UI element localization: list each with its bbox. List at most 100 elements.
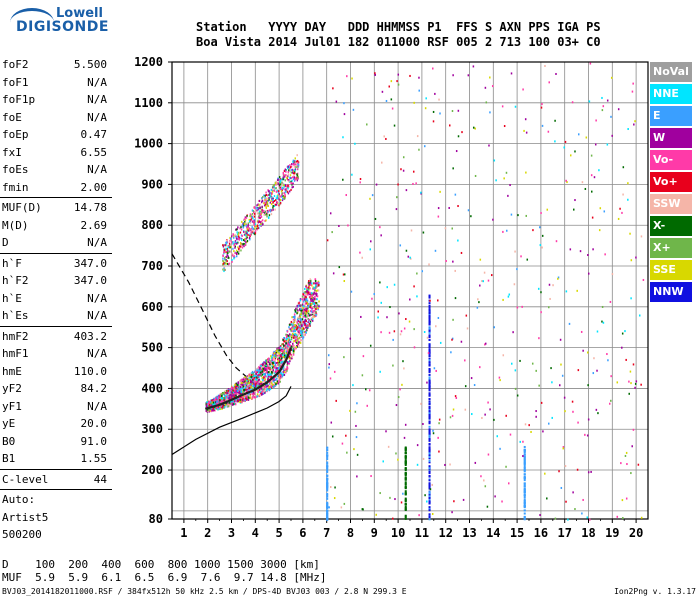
noise-point <box>400 168 402 171</box>
echo-point <box>268 385 271 388</box>
interference-point <box>428 455 431 458</box>
interference-point <box>523 453 526 456</box>
echo-point <box>251 370 254 373</box>
noise-point <box>508 482 510 485</box>
echo-point <box>294 309 296 312</box>
noise-point <box>377 310 379 313</box>
noise-point <box>437 215 440 218</box>
echo-point <box>310 310 313 313</box>
echo-point <box>285 344 288 347</box>
echo-point-second-hop <box>240 226 242 229</box>
echo-point <box>226 398 228 401</box>
echo-point <box>303 331 306 334</box>
echo-point-second-hop <box>289 167 291 170</box>
echo-point-second-hop <box>249 235 251 238</box>
echo-point <box>314 279 317 282</box>
interference-point <box>428 389 431 392</box>
noise-point <box>601 96 603 99</box>
echo-point <box>278 375 280 378</box>
echo-point <box>274 359 276 362</box>
noise-point <box>437 316 440 319</box>
echo-point-second-hop <box>225 244 227 247</box>
echo-point <box>278 379 280 382</box>
echo-point-second-hop <box>261 219 264 222</box>
x-tick-label: 10 <box>391 526 405 540</box>
param-value: 91.0 <box>80 434 108 448</box>
interference-point <box>428 331 431 334</box>
echo-point-second-hop <box>265 206 268 209</box>
echo-point-second-hop <box>226 247 229 250</box>
noise-point <box>439 190 441 193</box>
echo-point <box>277 358 279 361</box>
echo-point-second-hop <box>291 179 293 182</box>
noise-point <box>420 402 422 405</box>
echo-point <box>282 354 284 357</box>
echo-point <box>227 389 230 392</box>
echo-point-second-hop <box>275 197 278 200</box>
echo-point-second-hop <box>266 201 269 204</box>
noise-point <box>438 450 440 453</box>
echo-point <box>241 380 244 383</box>
noise-point <box>373 293 375 296</box>
interference-point <box>428 403 431 406</box>
echo-point-second-hop <box>259 224 261 227</box>
noise-point <box>630 472 632 475</box>
echo-point-second-hop <box>254 232 257 235</box>
echo-point <box>308 283 310 286</box>
echo-point-second-hop <box>258 212 260 215</box>
echo-point <box>216 402 218 405</box>
noise-point <box>493 418 495 421</box>
echo-point <box>270 363 272 366</box>
echo-point <box>210 410 213 413</box>
echo-point-second-hop <box>245 216 248 219</box>
echo-point <box>271 371 273 374</box>
noise-point <box>498 376 501 379</box>
noise-point <box>328 354 330 357</box>
echo-point-second-hop <box>266 194 269 197</box>
noise-point <box>405 249 408 252</box>
echo-point <box>292 353 295 356</box>
echo-point <box>275 370 277 373</box>
echo-point-second-hop <box>245 223 247 226</box>
noise-point <box>354 410 357 413</box>
echo-point <box>244 379 247 382</box>
noise-point <box>509 184 511 187</box>
param-value: N/A <box>87 236 107 249</box>
echo-point <box>316 295 319 298</box>
interference-point <box>428 446 431 449</box>
echo-point <box>232 391 235 394</box>
echo-point <box>231 386 233 389</box>
noise-point <box>380 234 382 237</box>
param-row: Artist5 <box>0 509 112 527</box>
echo-point <box>299 322 301 325</box>
echo-point-second-hop <box>289 174 292 177</box>
echo-point-second-hop <box>275 182 278 185</box>
echo-point <box>283 349 286 352</box>
echo-point-second-hop <box>237 241 239 244</box>
echo-point <box>256 376 258 379</box>
echo-point-second-hop <box>278 193 280 196</box>
noise-point <box>375 513 377 516</box>
echo-point <box>294 333 296 336</box>
echo-point <box>252 385 254 388</box>
echo-point <box>258 380 261 383</box>
echo-point <box>292 350 295 353</box>
noise-point <box>396 80 398 83</box>
echo-point <box>249 397 252 400</box>
echo-point <box>306 288 309 291</box>
interference-point <box>428 368 431 371</box>
echo-point <box>224 391 227 394</box>
noise-point <box>356 402 358 405</box>
echo-point <box>312 318 314 321</box>
echo-point <box>212 407 214 410</box>
echo-point-second-hop <box>225 239 228 242</box>
logo-arc-icon <box>10 8 54 37</box>
echo-point <box>290 335 293 338</box>
echo-point <box>308 285 310 288</box>
echo-point <box>300 309 302 312</box>
noise-point <box>331 435 334 438</box>
echo-point <box>286 346 288 349</box>
noise-point <box>478 301 480 304</box>
echo-point <box>281 362 284 365</box>
noise-point <box>617 108 620 111</box>
